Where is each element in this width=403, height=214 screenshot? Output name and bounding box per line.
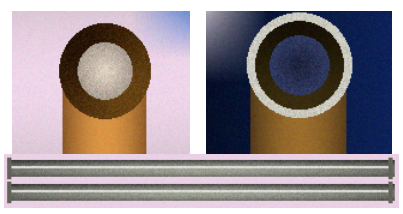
Text: (a): (a): [93, 166, 108, 175]
Text: (b): (b): [290, 166, 306, 175]
